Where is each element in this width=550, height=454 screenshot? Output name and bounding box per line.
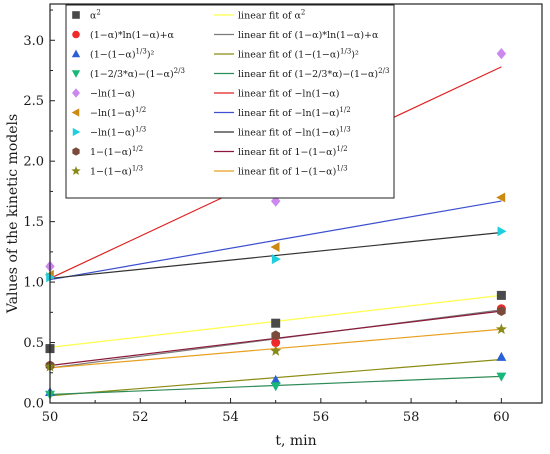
legend-label: 1−(1−α)1/2 — [90, 145, 143, 158]
y-tick-label: 1.5 — [23, 215, 44, 230]
data-point — [270, 242, 280, 252]
legend-label: (1−2/3*α)−(1−α)2/3 — [90, 67, 185, 80]
x-tick-label: 58 — [403, 410, 420, 425]
y-axis-title: Values of the kinetic models — [5, 114, 21, 314]
legend-label: (1−(1−α)1/3)² — [90, 48, 155, 61]
data-point — [497, 226, 507, 237]
legend-fit-label: linear fit of −ln(1−α)1/2 — [238, 106, 351, 119]
data-point — [497, 306, 506, 317]
data-point — [496, 192, 506, 203]
x-axis-title: t, min — [275, 433, 316, 449]
y-tick-label: 0.0 — [23, 397, 44, 412]
data-point — [496, 372, 507, 382]
legend-label: −ln(1−α)1/2 — [90, 106, 146, 119]
data-point — [271, 338, 281, 348]
legend-marker — [72, 127, 81, 137]
legend-fit-label: linear fit of −ln(1−α)1/3 — [238, 126, 351, 139]
data-point — [496, 47, 507, 60]
y-tick-label: 1.0 — [23, 276, 44, 291]
data-point — [270, 195, 281, 207]
data-point — [496, 290, 506, 300]
legend-label: 1−(1−α)1/3 — [90, 165, 143, 178]
legend-marker — [71, 166, 81, 175]
legend-fit-label: linear fit of −ln(1−α) — [238, 89, 339, 100]
x-tick-label: 50 — [42, 410, 59, 425]
legend-marker — [72, 30, 80, 39]
x-tick-label: 56 — [313, 410, 330, 425]
legend-marker — [72, 88, 80, 98]
legend-marker — [72, 147, 80, 156]
data-point — [271, 254, 281, 265]
data-point — [271, 330, 280, 341]
data-point — [270, 382, 281, 392]
legend-fit-label: linear fit of (1−α)*ln(1−α)+α — [238, 30, 379, 41]
legend-label: (1−α)*ln(1−α)+α — [90, 30, 175, 41]
data-point — [496, 351, 507, 361]
legend-fit-label: linear fit of 1−(1−α)1/2 — [238, 145, 348, 158]
legend-fit-label: linear fit of (1−2/3*α)−(1−α)2/3 — [238, 67, 389, 80]
legend-marker — [71, 108, 80, 117]
data-point — [270, 374, 281, 384]
tick-labels: 50 52 54 56 58 60 0.0 0.5 1.0 1.5 2.0 2.5 3.0 — [23, 34, 509, 425]
legend-marker — [71, 70, 81, 78]
data-point — [495, 323, 507, 334]
legend-label: α2 — [90, 9, 101, 22]
x-tick-label: 54 — [222, 410, 239, 425]
x-tick-label: 52 — [132, 410, 149, 425]
legend-marker — [72, 11, 80, 19]
y-tick-label: 2.5 — [23, 94, 44, 109]
legend-label: −ln(1−α)1/3 — [90, 126, 146, 139]
y-tick-label: 3.0 — [23, 34, 44, 49]
data-point — [271, 318, 281, 328]
legend-box — [65, 4, 395, 199]
fit-line — [49, 200, 502, 281]
y-tick-label: 2.0 — [23, 155, 44, 170]
fit-line — [49, 231, 502, 280]
legend: α2 linear fit of α2 (1−α)*ln(1−α)+α linear … — [65, 4, 395, 199]
legend-marker — [71, 49, 81, 58]
x-tick-label: 60 — [493, 410, 510, 425]
y-tick-label: 0.5 — [23, 336, 44, 351]
legend-fit-label: linear fit of 1−(1−α)1/3 — [238, 165, 348, 178]
legend-fit-label: linear fit of (1−(1−α)1/3)² — [238, 48, 359, 61]
legend-fit-label: linear fit of α2 — [238, 9, 305, 22]
legend-label: −ln(1−α) — [90, 89, 135, 100]
data-point — [46, 272, 56, 283]
data-point — [270, 345, 282, 356]
plot-frame — [49, 3, 543, 404]
